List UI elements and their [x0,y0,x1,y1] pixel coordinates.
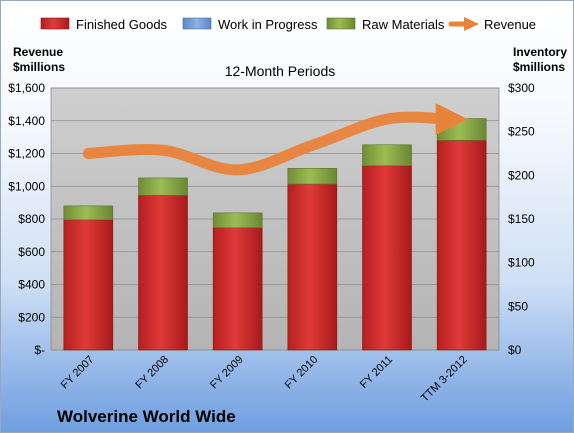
company-title: Wolverine World Wide [57,407,236,426]
left-axis-ticks: $- $200 $400 $600 $800 $1,000 $1,200 $1,400 $1,6… [8,81,45,357]
left-tick-label: $600 [18,245,45,259]
left-tick-label: $1,000 [8,179,45,193]
left-tick-label: $800 [18,212,45,226]
legend-swatch-revenue [448,17,479,31]
bar-finished-goods [212,227,263,351]
category-label: FY 2011 [358,354,395,391]
right-axis-title-line1: Inventory [513,45,567,59]
left-tick-label: $- [34,343,45,357]
right-tick-label: $250 [508,125,535,139]
legend-label-revenue: Revenue [484,17,536,32]
legend-swatch-finished-goods [40,17,70,30]
right-tick-label: $100 [508,256,535,270]
category-label: FY 2009 [208,354,246,392]
right-tick-label: $300 [508,81,535,95]
left-tick-label: $1,600 [8,81,45,95]
bar-raw-materials [212,212,263,229]
right-tick-label: $0 [508,343,522,357]
bar-finished-goods [287,183,338,351]
bars [63,118,487,351]
left-axis-title-line2: $millions [13,60,65,74]
left-tick-label: $1,400 [8,114,45,128]
revenue-arrowhead [435,103,468,136]
left-tick-label: $400 [18,278,45,292]
category-label: FY 2007 [59,354,97,392]
legend: Finished Goods Work in Progress Raw Mate… [40,17,536,32]
right-axis-ticks: $0 $50 $100 $150 $200 $250 $300 [508,81,535,357]
category-labels: FY 2007 FY 2008 FY 2009 FY 2010 FY 2011 TTM 3… [59,354,470,405]
bar-raw-materials [287,168,338,185]
right-tick-label: $50 [508,299,528,313]
right-axis-title-line2: $millions [513,60,565,74]
legend-swatch-work-in-progress [182,17,212,30]
category-label: FY 2008 [133,354,171,392]
right-tick-label: $150 [508,212,535,226]
legend-label-finished-goods: Finished Goods [76,17,168,32]
bar-finished-goods [362,165,412,351]
bar-finished-goods [138,195,188,351]
bar-raw-materials [63,205,114,221]
revenue-line [82,103,468,176]
legend-label-raw-materials: Raw Materials [362,17,445,32]
category-label: FY 2010 [283,354,321,392]
left-axis-title-line1: Revenue [13,45,63,59]
chart-subtitle: 12-Month Periods [225,63,336,79]
legend-swatch-raw-materials [326,17,356,30]
bar-finished-goods [63,219,114,351]
bar-raw-materials [138,177,188,196]
left-tick-label: $200 [18,310,45,324]
bar-raw-materials [362,144,412,167]
legend-label-work-in-progress: Work in Progress [218,17,318,32]
category-label: TTM 3-2012 [419,354,470,405]
bar-finished-goods [436,140,487,351]
left-tick-label: $1,200 [8,147,45,161]
right-tick-label: $200 [508,168,535,182]
